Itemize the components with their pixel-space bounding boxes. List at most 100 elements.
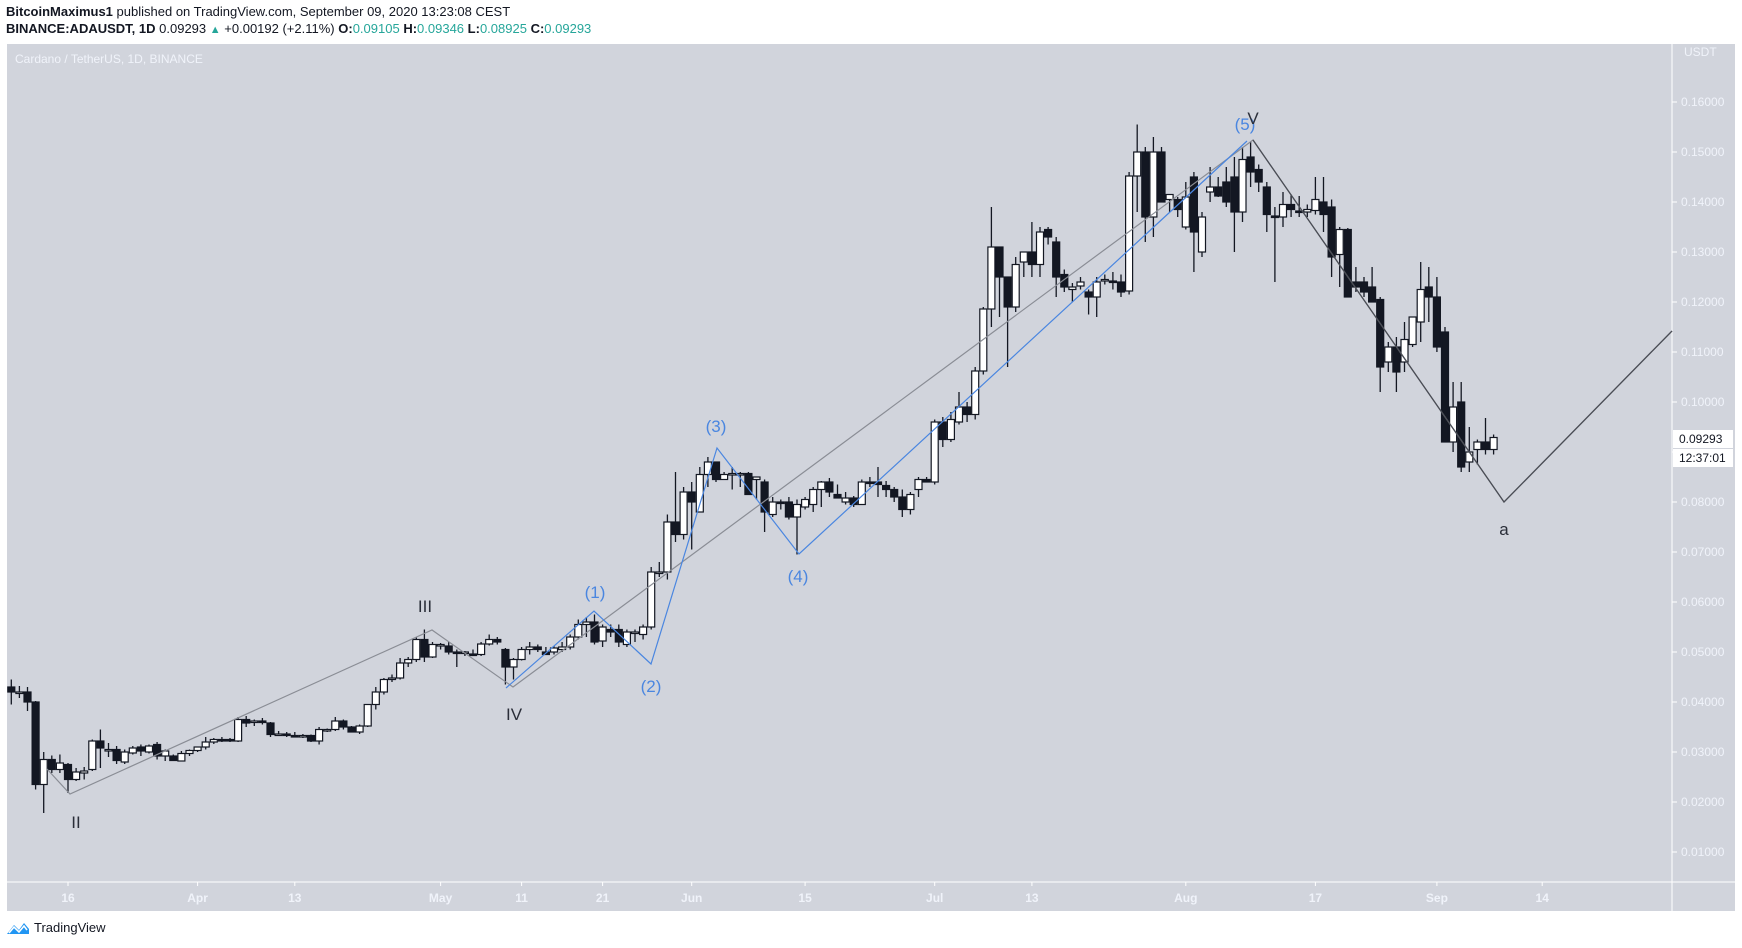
bear-candle	[468, 653, 478, 657]
countdown-tag: 12:37:01	[1673, 448, 1733, 467]
bull-candle	[946, 418, 956, 441]
bull-candle	[1165, 193, 1174, 201]
brand-name: TradingView	[34, 920, 106, 935]
bear-candle	[444, 645, 453, 653]
bear-candle	[1052, 241, 1061, 278]
bear-candle	[671, 521, 680, 536]
bull-candle	[485, 638, 494, 645]
bear-candle	[266, 722, 275, 736]
chart-area[interactable]: 0.01000 0.02000 0.03000 0.04000 0.05000 0.060…	[7, 44, 1735, 911]
time-tick-label: Apr	[187, 891, 208, 905]
bear-candle	[452, 651, 461, 655]
bear-candle	[31, 701, 40, 786]
bull-candle	[1416, 288, 1425, 323]
bear-candle	[493, 638, 502, 643]
bear-candle	[614, 628, 623, 643]
bull-candle	[630, 631, 640, 635]
bear-candle	[339, 720, 348, 728]
low-value: 0.08925	[479, 21, 527, 36]
bear-candle	[849, 497, 858, 506]
current-price-tag: 0.09293	[1673, 430, 1733, 448]
bull-candle	[1149, 151, 1158, 218]
bear-candle	[776, 501, 785, 505]
bull-candle	[412, 638, 421, 661]
bull-candle	[752, 476, 761, 481]
bear-candle	[938, 421, 947, 441]
bull-candle	[817, 481, 826, 491]
bear-candle	[153, 743, 162, 757]
time-tick-label: Jun	[681, 891, 702, 905]
tradingview-logo[interactable]: TradingView	[6, 920, 106, 935]
bear-candle	[1367, 286, 1377, 303]
candlestick-plot[interactable]: 0.01000 0.02000 0.03000 0.04000 0.05000 0.060…	[7, 44, 1735, 911]
chart-title: Cardano / TetherUS, 1D, BINANCE	[15, 52, 203, 66]
bull-candle	[638, 626, 648, 636]
bull-candle	[728, 472, 737, 476]
bull-candle	[1068, 286, 1077, 291]
bull-candle	[1092, 281, 1101, 298]
bull-candle	[477, 643, 486, 656]
bear-candle	[1319, 201, 1328, 216]
bull-candle	[185, 749, 194, 755]
time-tick-label: 15	[798, 891, 812, 905]
bear-candle	[533, 646, 542, 651]
bear-candle	[1222, 181, 1231, 203]
bear-candle	[890, 488, 899, 498]
bull-candle	[1400, 338, 1409, 363]
price-tick-label: 0.03000	[1681, 745, 1725, 759]
price-tick-label: 0.04000	[1681, 695, 1725, 709]
bull-candle	[331, 720, 340, 731]
bull-candle	[1303, 208, 1312, 213]
bear-candle	[1141, 151, 1150, 218]
currency-label: USDT	[1684, 45, 1717, 59]
bear-candle	[63, 763, 73, 781]
correction-wave-line[interactable]	[1252, 139, 1673, 504]
time-tick-label: Sep	[1426, 891, 1448, 905]
bear-candle	[1440, 331, 1450, 443]
last-price: 0.09293	[159, 21, 207, 36]
candles	[7, 124, 1498, 813]
bear-candle	[290, 734, 299, 738]
bull-candle	[234, 718, 243, 742]
wave-label-V: V	[1247, 109, 1259, 128]
bull-candle	[250, 720, 259, 724]
bull-candle	[1278, 203, 1288, 218]
bull-candle	[914, 478, 923, 491]
bull-candle	[1408, 316, 1417, 346]
bear-candle	[1376, 298, 1385, 368]
bull-candle	[428, 643, 437, 658]
bull-candle	[80, 770, 89, 774]
bull-candle	[1465, 451, 1474, 463]
bear-candle	[784, 501, 794, 518]
bear-candle	[420, 638, 429, 658]
bear-candle	[225, 738, 235, 742]
bear-candle	[1084, 291, 1093, 298]
bear-candle	[590, 621, 599, 643]
tradingview-cloud-icon	[7, 922, 29, 934]
bull-candle	[1335, 228, 1344, 256]
wave-label-IV: IV	[506, 705, 523, 724]
bull-candle	[355, 725, 364, 733]
bull-candle	[55, 762, 65, 771]
bull-candle	[371, 691, 380, 706]
minor-wave-line[interactable]	[505, 140, 1248, 689]
bear-candle	[1286, 203, 1296, 211]
bear-candle	[962, 406, 972, 416]
time-tick-label: 13	[1025, 891, 1039, 905]
bull-candle	[404, 658, 413, 664]
bear-candle	[1343, 228, 1352, 298]
primary-wave-line[interactable]	[46, 139, 1673, 795]
bear-candle	[760, 481, 769, 513]
bull-candle	[1035, 231, 1045, 266]
bull-candle	[15, 691, 24, 695]
bull-candle	[768, 501, 777, 516]
bull-candle	[315, 728, 324, 742]
price-tick-label: 0.07000	[1681, 545, 1725, 559]
up-arrow-icon: ▲	[209, 24, 221, 36]
bear-candle	[1327, 206, 1336, 258]
author-name[interactable]: BitcoinMaximus1	[6, 4, 113, 19]
bull-candle	[120, 751, 129, 763]
price-tick-label: 0.15000	[1681, 145, 1725, 159]
wave-label-5: (5)	[1235, 115, 1256, 134]
time-tick-label: 17	[1309, 891, 1323, 905]
